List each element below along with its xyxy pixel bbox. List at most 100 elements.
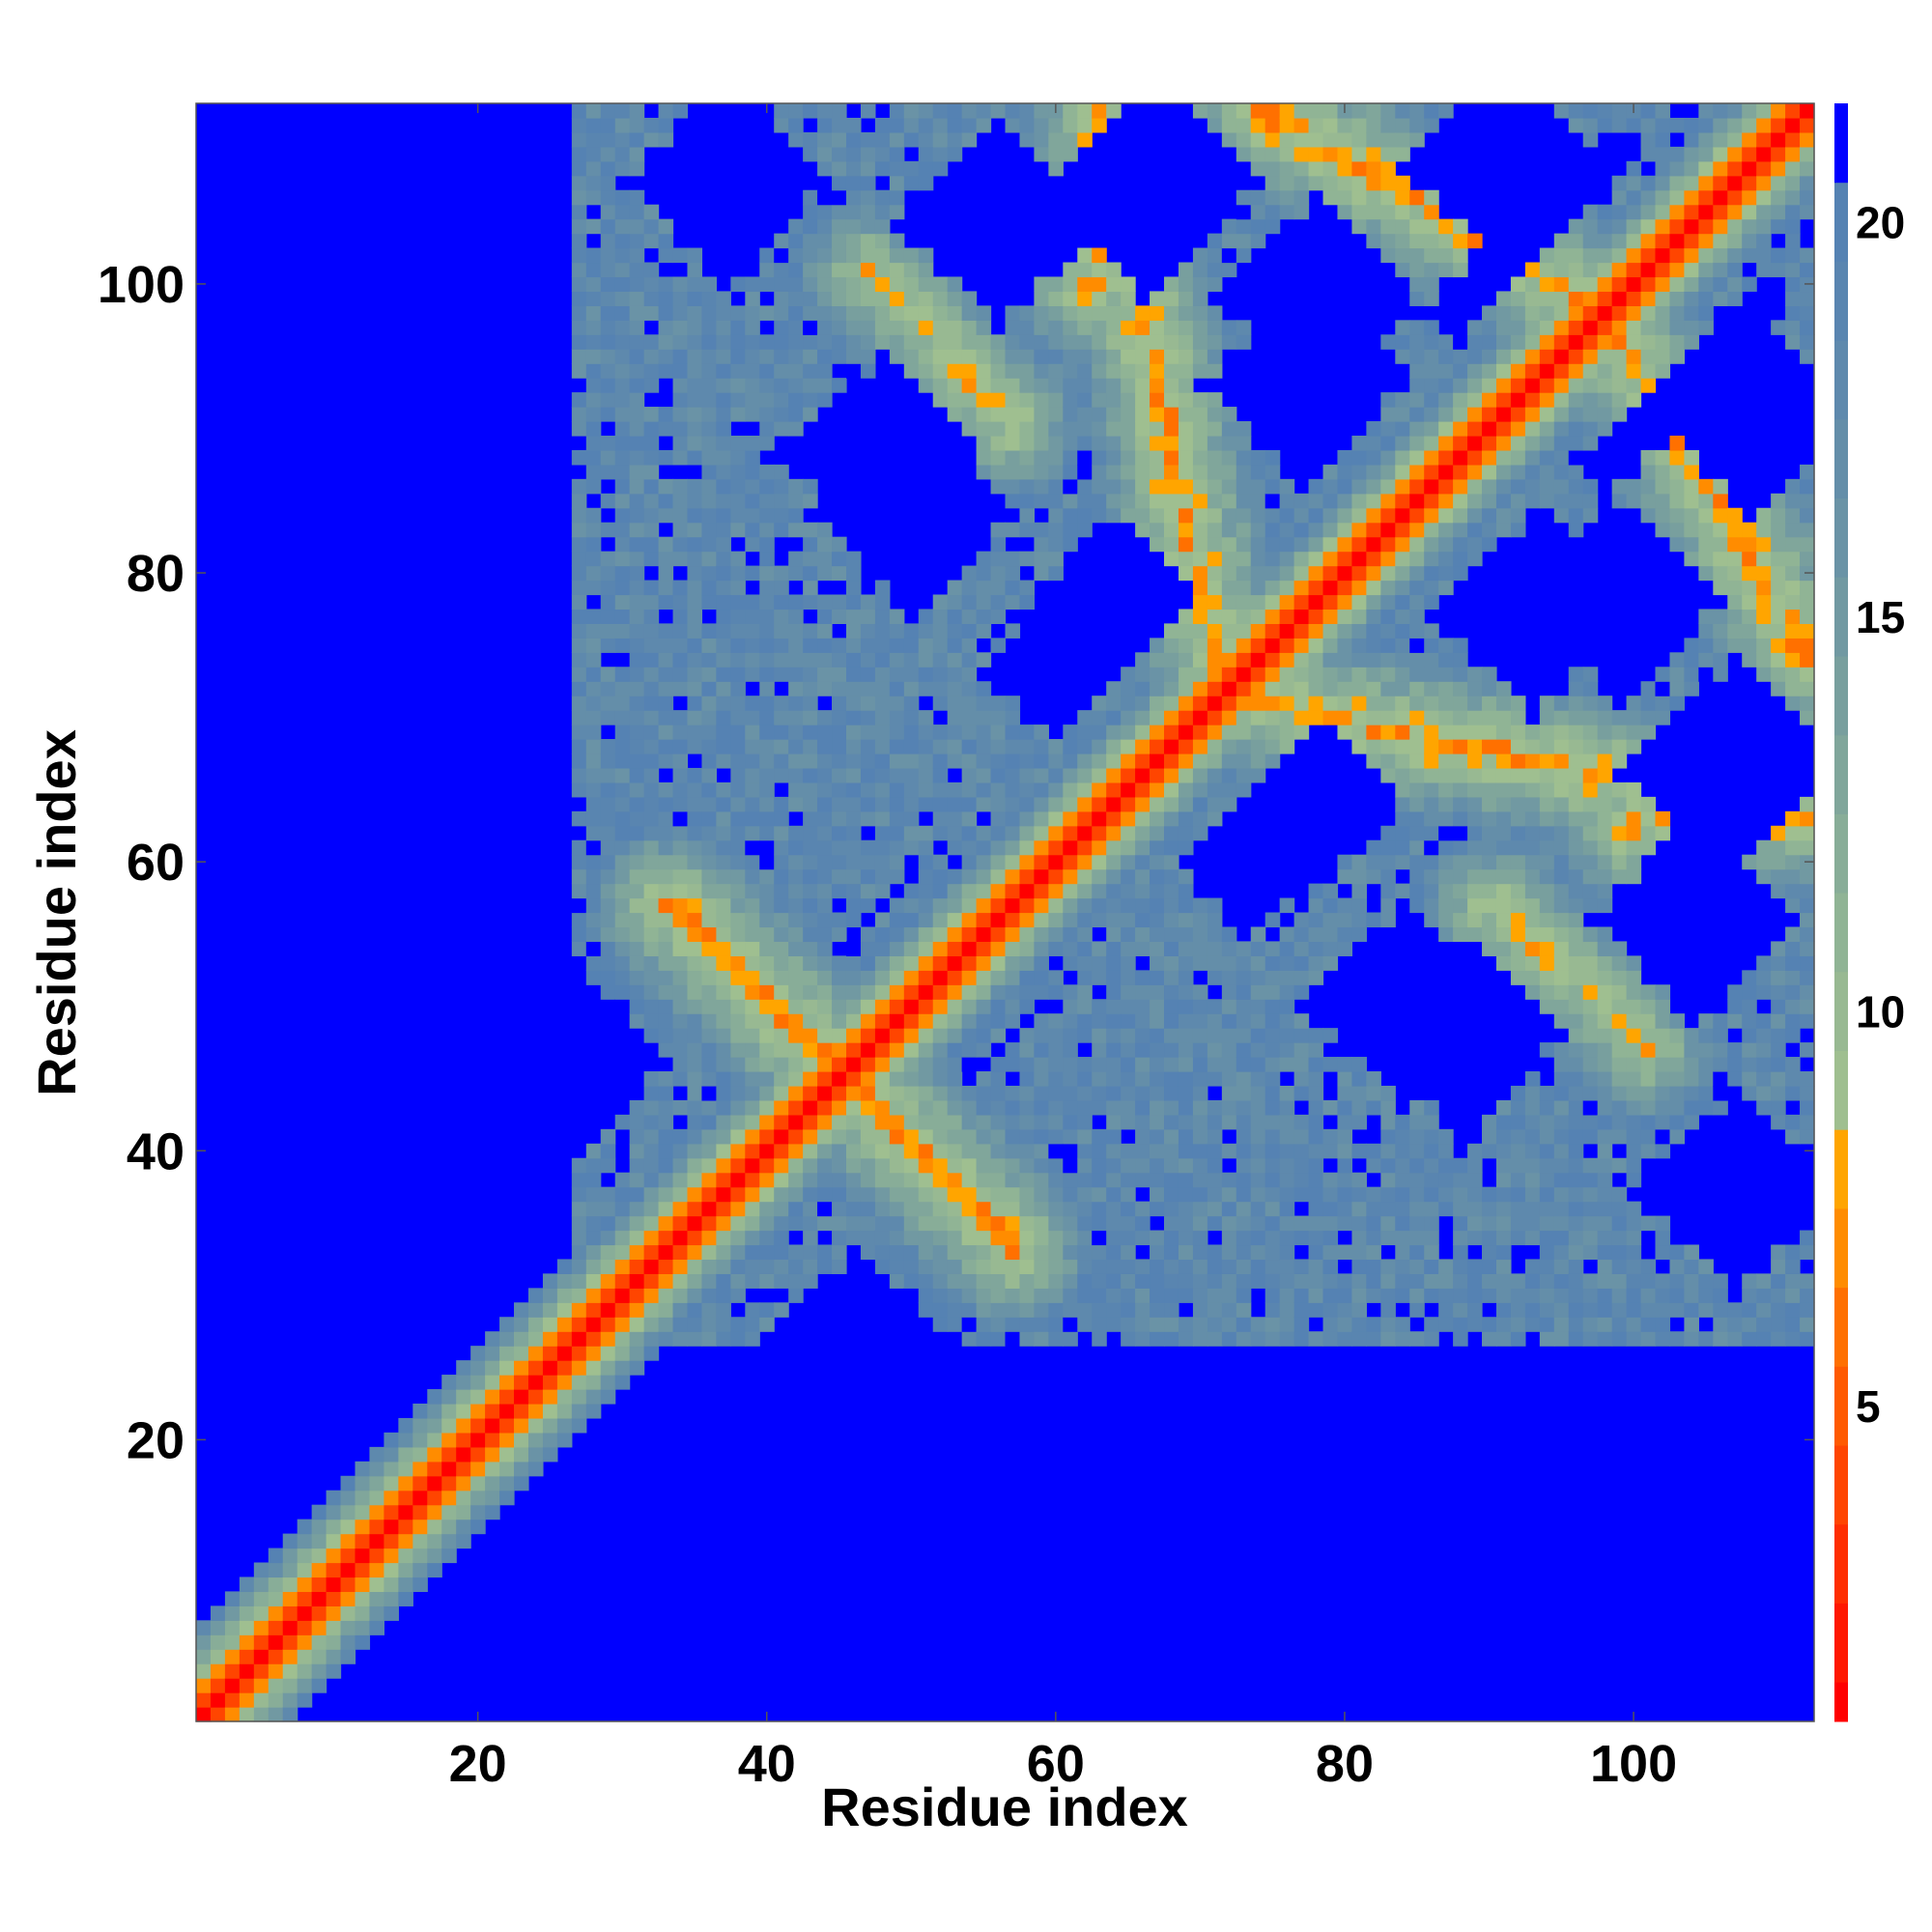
heatmap-cell bbox=[1034, 796, 1049, 812]
heatmap-cell bbox=[1582, 1013, 1599, 1029]
heatmap-cell bbox=[759, 1215, 775, 1232]
heatmap-cell bbox=[1207, 536, 1223, 553]
heatmap-cell bbox=[1048, 1172, 1064, 1188]
heatmap-cell bbox=[701, 724, 717, 740]
heatmap-cell bbox=[1482, 1186, 1497, 1203]
heatmap-cell bbox=[745, 1302, 760, 1318]
heatmap-cell bbox=[672, 753, 689, 769]
heatmap-cell bbox=[585, 146, 602, 162]
heatmap-cell bbox=[932, 955, 949, 971]
heatmap-cell bbox=[874, 955, 891, 971]
heatmap-cell bbox=[600, 1186, 616, 1203]
heatmap-cell bbox=[1250, 638, 1266, 653]
heatmap-cell bbox=[585, 1172, 602, 1188]
heatmap-cell bbox=[1380, 1085, 1396, 1101]
heatmap-cell bbox=[1106, 1230, 1122, 1246]
heatmap-cell bbox=[571, 839, 587, 856]
heatmap-cell bbox=[976, 1042, 992, 1058]
heatmap-cell bbox=[239, 1620, 255, 1635]
heatmap-cell bbox=[1510, 1099, 1526, 1116]
heatmap-cell bbox=[282, 1649, 298, 1664]
heatmap-cell bbox=[1178, 1201, 1194, 1217]
heatmap-cell bbox=[629, 580, 645, 596]
heatmap-cell bbox=[527, 1346, 544, 1361]
heatmap-cell bbox=[224, 1605, 241, 1621]
heatmap-cell bbox=[629, 435, 645, 451]
heatmap-cell bbox=[1322, 536, 1339, 553]
heatmap-cell bbox=[499, 1331, 515, 1347]
heatmap-cell bbox=[441, 1475, 457, 1492]
heatmap-cell bbox=[1019, 739, 1036, 754]
heatmap-cell bbox=[889, 247, 905, 264]
heatmap-cell bbox=[845, 897, 862, 914]
heatmap-cell bbox=[1553, 1071, 1570, 1087]
heatmap-cell bbox=[903, 262, 920, 278]
heatmap-cell bbox=[1221, 1085, 1237, 1101]
heatmap-cell bbox=[1322, 131, 1339, 148]
heatmap-cell bbox=[1597, 999, 1613, 1014]
heatmap-cell bbox=[1178, 522, 1194, 538]
heatmap-cell bbox=[1135, 1013, 1151, 1029]
heatmap-cell bbox=[1092, 449, 1107, 466]
heatmap-cell bbox=[1568, 926, 1584, 943]
heatmap-cell bbox=[600, 1302, 616, 1318]
heatmap-cell bbox=[1221, 218, 1237, 235]
heatmap-cell bbox=[210, 1663, 226, 1679]
heatmap-cell bbox=[788, 926, 804, 943]
heatmap-cell bbox=[774, 970, 789, 985]
heatmap-cell bbox=[1611, 363, 1628, 379]
heatmap-cell bbox=[1337, 146, 1353, 162]
heatmap-cell bbox=[1178, 551, 1194, 567]
heatmap-cell bbox=[614, 681, 631, 696]
heatmap-cell bbox=[1077, 810, 1093, 827]
heatmap-cell bbox=[961, 1085, 978, 1101]
heatmap-cell bbox=[1077, 1114, 1093, 1130]
heatmap-cell bbox=[1063, 955, 1078, 971]
heatmap-cell bbox=[687, 1317, 703, 1332]
heatmap-cell bbox=[1409, 839, 1425, 856]
heatmap-cell bbox=[845, 146, 862, 162]
heatmap-cell bbox=[903, 955, 920, 971]
heatmap-cell bbox=[1380, 334, 1396, 350]
heatmap-cell bbox=[947, 897, 963, 914]
heatmap-cell bbox=[918, 1215, 934, 1232]
heatmap-cell bbox=[1207, 493, 1223, 509]
heatmap-cell bbox=[1250, 1186, 1266, 1203]
heatmap-cell bbox=[716, 1302, 731, 1318]
heatmap-cell bbox=[1293, 565, 1310, 582]
heatmap-cell bbox=[961, 1172, 978, 1188]
heatmap-cell bbox=[918, 1042, 934, 1058]
heatmap-cell bbox=[1568, 753, 1584, 769]
heatmap-cell bbox=[1510, 363, 1526, 379]
heatmap-cell bbox=[571, 1389, 587, 1405]
heatmap-cell bbox=[629, 1360, 645, 1376]
heatmap-cell bbox=[1438, 349, 1454, 364]
heatmap-cell bbox=[889, 724, 905, 740]
heatmap-cell bbox=[745, 407, 760, 422]
heatmap-cell bbox=[1366, 623, 1381, 639]
heatmap-cell bbox=[1611, 478, 1628, 495]
heatmap-cell bbox=[759, 493, 775, 509]
heatmap-cell bbox=[1106, 464, 1122, 480]
heatmap-cell bbox=[1366, 522, 1381, 538]
heatmap-cell bbox=[1337, 854, 1353, 870]
heatmap-cell bbox=[1279, 522, 1295, 538]
heatmap-cell bbox=[759, 551, 775, 567]
heatmap-cell bbox=[701, 1013, 717, 1029]
heatmap-cell bbox=[947, 305, 963, 321]
heatmap-cell bbox=[643, 478, 660, 495]
heatmap-cell bbox=[947, 1186, 963, 1203]
heatmap-cell bbox=[1424, 117, 1439, 133]
heatmap-cell bbox=[527, 1432, 544, 1448]
heatmap-cell bbox=[600, 262, 616, 278]
heatmap-cell bbox=[658, 1273, 674, 1289]
heatmap-cell bbox=[716, 464, 731, 480]
heatmap-cell bbox=[643, 739, 660, 754]
heatmap-cell bbox=[932, 912, 949, 928]
heatmap-cell bbox=[1106, 1157, 1122, 1174]
heatmap-cell bbox=[1192, 926, 1208, 943]
heatmap-cell bbox=[1597, 1085, 1613, 1101]
heatmap-cell bbox=[803, 839, 818, 856]
heatmap-cell bbox=[1192, 1172, 1208, 1188]
heatmap-cell bbox=[1438, 810, 1454, 827]
